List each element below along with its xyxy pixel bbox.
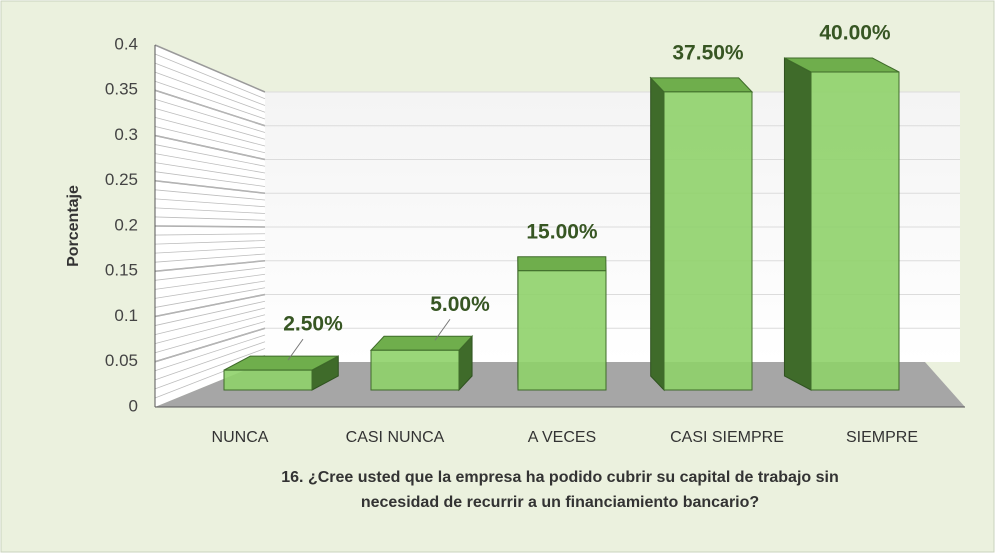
x-tick-label: NUNCA	[212, 429, 269, 446]
wall-hatch	[154, 260, 266, 272]
y-tick-label: 0.4	[114, 34, 138, 53]
data-label: 15.00%	[526, 220, 598, 243]
wall-hatch	[154, 225, 266, 228]
x-tick-label: SIEMPRE	[846, 429, 918, 446]
bar-top	[369, 335, 474, 351]
x-axis-label: 16. ¿Cree usted que la empresa ha podido…	[281, 469, 838, 486]
grid-line	[154, 44, 266, 93]
bar	[810, 71, 900, 391]
bar	[223, 369, 313, 391]
data-label: 37.50%	[672, 41, 744, 64]
wall-hatch	[154, 321, 266, 354]
wall-hatch	[154, 135, 266, 160]
wall-hatch	[154, 253, 266, 263]
wall-hatch	[154, 171, 266, 187]
bar	[517, 270, 607, 391]
wall-hatch	[154, 216, 266, 221]
wall-hatch	[154, 153, 266, 174]
wall-hatch	[154, 314, 266, 345]
wall-hatch	[154, 107, 266, 140]
wall-hatch	[154, 334, 266, 372]
wall-hatch	[154, 294, 266, 317]
leader-line	[434, 318, 451, 341]
wall-hatch	[154, 273, 266, 290]
wall-hatch	[154, 126, 266, 154]
wall-hatch	[154, 207, 266, 214]
wall-hatch	[154, 189, 266, 201]
wall-hatch	[154, 98, 266, 133]
wall-hatch	[154, 327, 266, 363]
data-label: 40.00%	[819, 22, 891, 45]
y-tick-label: 0.3	[114, 125, 138, 144]
wall-hatch	[154, 280, 266, 299]
x-axis-label: necesidad de recurrir a un financiamient…	[361, 494, 759, 511]
wall-hatch	[154, 233, 266, 236]
y-tick-label: 0	[129, 396, 138, 415]
wall-hatch	[154, 246, 266, 254]
data-label: 5.00%	[430, 293, 490, 316]
wall-hatch	[154, 53, 266, 100]
y-tick-label: 0.25	[105, 170, 138, 189]
x-tick-label: A VECES	[528, 429, 596, 446]
y-tick-label: 0.1	[114, 306, 138, 325]
wall-hatch	[154, 198, 266, 208]
wall-hatch	[154, 287, 266, 308]
bar-top	[649, 77, 754, 93]
wall-hatch	[154, 62, 266, 106]
wall-hatch	[154, 300, 266, 326]
leader-line	[287, 338, 304, 361]
data-label: 2.50%	[283, 313, 343, 336]
bar-top	[517, 256, 607, 272]
wall-hatch	[154, 267, 266, 281]
x-tick-label: CASI SIEMPRE	[670, 429, 784, 446]
bar-side	[650, 76, 665, 392]
wall-hatch	[154, 71, 266, 113]
wall-hatch	[154, 80, 266, 120]
y-tick-label: 0.15	[105, 261, 138, 280]
bar	[370, 349, 460, 391]
y-tick-label: 0.05	[105, 351, 138, 370]
wall-hatch	[154, 341, 266, 381]
wall-hatch	[154, 117, 266, 147]
y-tick-label: 0.35	[105, 80, 138, 99]
y-tick-label: 0.2	[114, 215, 138, 234]
bar-side	[783, 57, 812, 391]
wall-hatch	[154, 180, 266, 194]
x-tick-label: CASI NUNCA	[346, 429, 445, 446]
wall-hatch	[154, 348, 266, 390]
wall-hatch	[154, 89, 266, 127]
wall-hatch	[154, 162, 266, 181]
y-axis-label: Porcentaje	[65, 185, 82, 267]
wall-hatch	[154, 307, 266, 335]
wall-hatch	[154, 240, 266, 245]
bar	[663, 91, 753, 391]
wall-hatch	[154, 144, 266, 167]
